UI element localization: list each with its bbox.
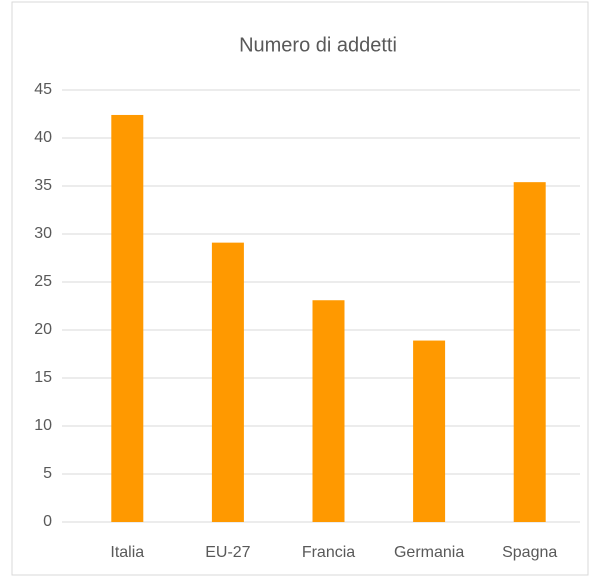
y-tick-label: 5 — [43, 465, 52, 482]
x-tick-label: EU-27 — [205, 544, 250, 561]
bar — [312, 300, 345, 522]
x-tick-label: Germania — [394, 544, 464, 561]
x-tick-label: Italia — [110, 544, 144, 561]
y-tick-label: 40 — [34, 129, 52, 146]
y-tick-label: 35 — [34, 177, 52, 194]
y-tick-label: 15 — [34, 369, 52, 386]
x-tick-label: Francia — [302, 544, 355, 561]
bar — [111, 114, 144, 523]
y-tick-label: 25 — [34, 273, 52, 290]
y-tick-label: 0 — [43, 513, 52, 530]
bar — [211, 242, 244, 522]
bar — [513, 182, 546, 522]
y-tick-label: 20 — [34, 321, 52, 338]
bar — [413, 340, 446, 522]
x-tick-label: Spagna — [502, 544, 557, 561]
chart-frame — [11, 1, 589, 576]
y-tick-label: 45 — [34, 81, 52, 98]
y-tick-label: 10 — [34, 417, 52, 434]
y-tick-label: 30 — [34, 225, 52, 242]
chart-title: Numero di addetti — [239, 34, 397, 56]
